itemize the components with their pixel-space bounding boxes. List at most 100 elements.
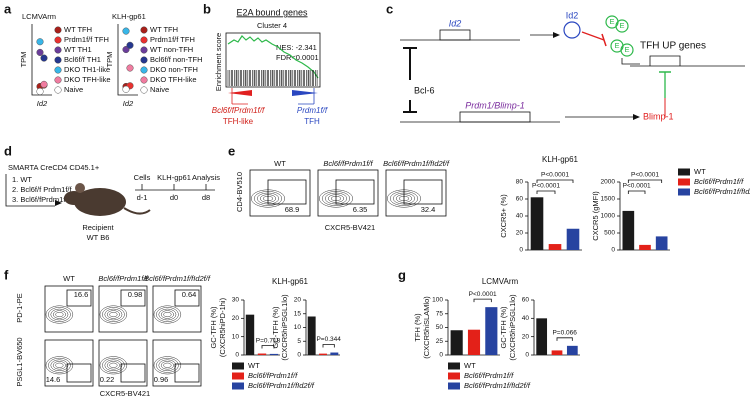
gene: Prdm1/Blimp-1 — [465, 100, 525, 110]
y-tick-label: 0 — [611, 247, 615, 254]
y-axis-label: Enrichment score — [214, 33, 223, 91]
bar — [485, 307, 498, 355]
contour — [153, 356, 182, 375]
bar — [450, 330, 463, 355]
group: 2. Bcl6f/f Prdm1f/f — [12, 185, 73, 194]
contour — [45, 356, 74, 375]
flow-frame — [317, 169, 379, 217]
legend-label: WT — [248, 361, 260, 370]
bar — [548, 244, 562, 250]
legend-swatch — [140, 36, 148, 44]
timeline-events: Cells d-1 KLH-gp61 d0 Analysis d8 — [134, 173, 221, 202]
mouse-icon — [64, 183, 151, 216]
gate-value: 6.35 — [353, 205, 368, 214]
legend-swatch — [54, 66, 62, 74]
chart-title: LCMVArm — [482, 277, 519, 286]
contour — [50, 359, 69, 372]
legend-swatch — [232, 372, 244, 380]
donor: SMARTA CreCD4 CD45.1+ — [8, 163, 100, 172]
gate — [174, 363, 200, 383]
legend-label: WT TFH — [150, 25, 178, 34]
flow-frame — [152, 339, 202, 387]
column-header: WT — [63, 274, 75, 283]
gate — [174, 289, 200, 307]
bar — [536, 318, 548, 355]
contour — [52, 310, 66, 319]
legend-label: WT — [464, 361, 476, 370]
y-axis-sublabel: (CXCR5hiPSGL1lo) — [508, 294, 517, 361]
y-axis-label: PD-1-PE — [15, 293, 24, 323]
contour — [156, 357, 179, 373]
contour — [55, 362, 64, 368]
y-axis-label: TFH (%) — [413, 313, 422, 342]
dot — [36, 87, 44, 95]
chart-title: KLH-gp61 — [542, 155, 579, 164]
group-label: TFH-like — [223, 117, 254, 126]
flow-frame — [249, 169, 311, 217]
recipient: WT B6 — [87, 233, 110, 242]
axis — [117, 24, 138, 96]
nes: NES: -2.341 — [276, 43, 317, 52]
y-tick-label: 0 — [519, 247, 523, 254]
contour — [99, 356, 128, 375]
y-tick-label: 1000 — [601, 213, 616, 220]
gate-value: 0.96 — [154, 375, 169, 384]
contour — [104, 359, 123, 372]
legend-swatch — [54, 36, 62, 44]
column-header: Bcl6f/fPrdm1f/fId2f/f — [383, 159, 450, 168]
y-tick-label: 60 — [522, 297, 530, 304]
y-tick-label: 25 — [436, 338, 444, 345]
bar — [622, 210, 635, 250]
legend-label: Bcl6f/f non-TFH — [150, 55, 203, 64]
y-axis-label: GC-TFH (%) — [499, 306, 508, 349]
legend-swatch — [232, 362, 244, 370]
legend-label: Bcl6f/fPrdm1f/fId2f/f — [248, 381, 315, 390]
bar — [269, 353, 279, 355]
p-value: P<0.0001 — [532, 183, 560, 190]
p-value: P=0.718 — [256, 337, 281, 344]
contour — [48, 307, 71, 322]
gate — [335, 179, 375, 205]
column-header: WT — [274, 159, 286, 168]
legend-label: Bcl6f/fPrdm1f/fId2f/f — [464, 381, 531, 390]
contour — [106, 310, 120, 319]
contour — [55, 311, 64, 318]
significance-bracket — [556, 337, 573, 341]
x-axis-label: Id2 — [37, 99, 48, 108]
column-header: Bcl6f/fPrdm1f/f — [323, 159, 373, 168]
gate — [120, 289, 146, 307]
flow-frame — [152, 285, 202, 333]
gate-value: 14.6 — [46, 375, 61, 384]
x-axis-label: Id2 — [123, 99, 134, 108]
y-tick-label: 1500 — [601, 196, 616, 203]
legend-swatch — [54, 86, 62, 94]
significance-bracket — [536, 190, 556, 194]
flow-frame — [44, 339, 94, 387]
p-value: P=0.066 — [552, 330, 577, 337]
contour — [109, 311, 118, 318]
gsea-frame — [225, 32, 321, 88]
legend-label: WT TFH — [64, 25, 92, 34]
contour — [45, 305, 74, 324]
y-tick-label: 2000 — [601, 179, 616, 186]
bar — [566, 345, 578, 355]
legend-label: DKO TFH-like — [64, 75, 111, 84]
flow-frame — [98, 339, 148, 387]
recipient: Recipient — [82, 223, 114, 232]
contour — [102, 307, 125, 322]
legend-swatch — [448, 372, 460, 380]
protein: E — [609, 17, 614, 26]
significance-bracket — [322, 344, 335, 348]
significance-bracket — [261, 345, 275, 349]
contour — [163, 311, 172, 318]
legend-label: WT — [694, 167, 706, 176]
bracket — [231, 88, 248, 105]
pathway-diagram — [400, 15, 745, 123]
x-axis-label: CXCR5-BV421 — [325, 223, 375, 232]
y-tick-label: 20 — [516, 230, 524, 237]
y-tick-label: 0 — [235, 352, 239, 359]
bracket — [298, 88, 315, 105]
bar — [655, 236, 668, 250]
y-tick-label: 100 — [432, 297, 443, 304]
y-tick-label: 30 — [232, 297, 240, 304]
